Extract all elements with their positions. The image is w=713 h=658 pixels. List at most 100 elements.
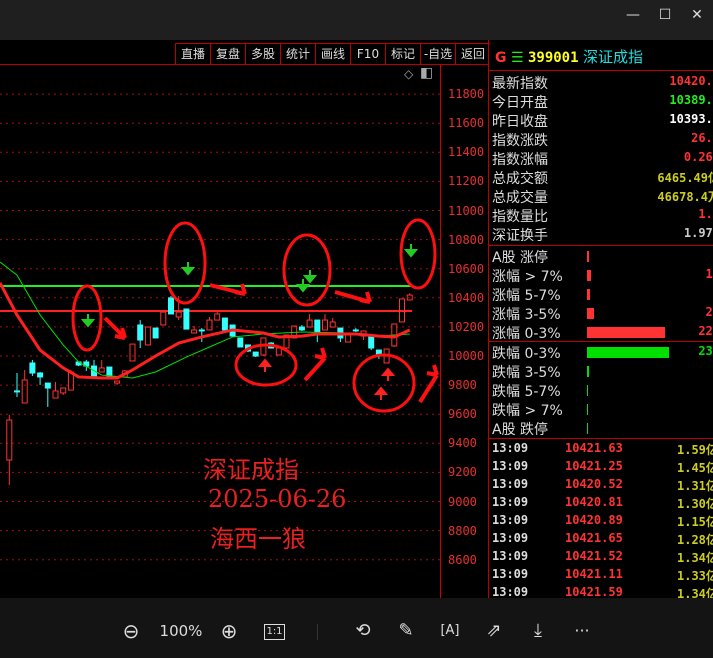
candle [399,298,405,323]
tick-time: 13:09 [492,441,529,455]
candle [60,387,67,395]
breadth-label: 跌幅 0-3% [492,346,561,362]
stat-label: 昨日收盘 [492,114,548,130]
share-icon[interactable]: ⇗ [486,620,502,641]
up-arrow-icon [373,386,389,400]
close-button[interactable]: ✕ [691,7,703,23]
y-tick-label: 9000 [448,494,477,509]
tick-row: 13:09 10420.81 1.30亿 [492,495,713,513]
y-tick-label: 11400 [448,145,485,160]
y-tick-label: 10000 [448,349,485,363]
tick-price: 10421.63 [565,441,623,455]
breadth-row: A股 跌停 [492,419,713,438]
toolbar-button[interactable]: 标记 [385,44,420,65]
y-tick-label: 8600 [448,552,477,567]
breadth-label: A股 跌停 [492,422,549,438]
down-arrow-icon [180,262,196,276]
toolbar-button[interactable]: 画线 [315,44,350,65]
panel-toggle-icon[interactable]: ◧ [420,65,434,81]
annotation-circle [352,353,416,413]
breadth-label: 跌幅 3-5% [492,365,561,381]
candle [191,326,198,334]
candle [106,366,113,377]
tick-volume: 1.59亿 [677,443,713,457]
breadth-label: 涨幅 0-3% [492,326,561,342]
toolbar-button[interactable]: 直播 [175,44,210,65]
rotate-icon[interactable]: ⟲ [355,620,371,641]
breadth-bar [587,327,665,338]
toolbar-button[interactable]: 返回 [455,44,490,65]
zoom-out-icon[interactable]: ⊖ [122,619,140,643]
breadth-bar [587,308,595,319]
ma-fast-line [0,261,410,379]
maximize-button[interactable]: ☐ [658,7,672,23]
tick-volume: 1.31亿 [677,479,713,493]
toolbar-button[interactable]: 统计 [280,44,315,65]
tick-volume: 1.15亿 [677,515,713,529]
candle [52,382,59,399]
divider [489,438,713,439]
stock-chart-image: 直播 复盘 多股 统计 画线 F10 标记 -自选 返回 ◇ ◧ 深证成指 2025-06-26… [0,40,713,598]
ocr-icon[interactable]: [A] [440,623,460,638]
breadth-value: 223 [698,324,713,338]
stat-value: 46678.4万 [657,190,713,204]
edit-icon[interactable]: ✎ [398,620,414,641]
tick-price: 10421.25 [565,459,623,473]
candle [137,320,144,348]
down-arrow-icon [80,314,96,328]
breadth-row: 涨幅 3-5% 21 [492,304,713,323]
annotation-circle [163,221,207,305]
tick-row: 13:09 10421.11 1.33亿 [492,567,713,585]
candle [144,326,151,346]
tick-price: 10420.89 [565,513,623,527]
zoom-in-icon[interactable]: ⊕ [220,619,238,643]
toolbar-button[interactable]: F10 [350,44,385,65]
up-arrow-icon [257,358,273,372]
candle [129,343,136,362]
tick-row: 13:09 10421.65 1.28亿 [492,531,713,549]
candle [352,328,359,332]
g-label: G [495,50,507,66]
stat-row: 昨日收盘 10393.7 [492,111,713,130]
breadth-label: 跌幅 > 7% [492,403,563,419]
stat-label: 总成交量 [492,190,548,206]
annotation-arrow [209,283,247,296]
candle [168,296,174,315]
up-arrow-icon [380,367,396,381]
toolbar-button[interactable]: -自选 [420,44,455,65]
breadth-bar [587,385,588,396]
index-code: 399001 [527,50,579,66]
breadth-bar [587,347,669,358]
candle [368,336,375,351]
breadth-row: 涨幅 0-3% 223 [492,323,713,342]
annotation-arrow [418,364,439,404]
toolbar-button[interactable]: 多股 [245,44,280,65]
annotation-arrow [103,316,127,340]
y-tick-label: 11200 [448,174,485,189]
y-tick-label: 11600 [448,116,485,131]
stat-row: 指数涨幅 0.26% [492,149,713,168]
menu-icon[interactable]: ☰ [510,50,524,66]
y-tick-label: 10400 [448,290,485,305]
breadth-bar [587,423,588,434]
toolbar-button[interactable]: 复盘 [210,44,245,65]
tick-time: 13:09 [492,549,529,563]
minimize-button[interactable]: — [626,7,640,23]
stat-row: 深证换手 1.97% [492,225,713,244]
candle [329,318,336,328]
candle [14,373,20,398]
stat-value: 1.97% [683,226,713,240]
actual-size-button[interactable]: 1:1 [264,624,285,640]
breadth-label: 涨幅 3-5% [492,307,561,323]
annotation-author: 海西一狼 [210,525,306,553]
stat-value: 26.8 [691,131,713,145]
more-icon[interactable]: ··· [574,621,590,640]
breadth-label: 涨幅 5-7% [492,288,561,304]
diamond-icon[interactable]: ◇ [404,67,414,81]
candle [214,312,221,321]
breadth-label: 涨幅 > 7% [492,269,563,285]
save-icon[interactable]: ⤓ [534,620,542,641]
annotation-circle [71,284,103,352]
title-bar: — ☐ ✕ [0,0,713,40]
divider [489,245,713,246]
